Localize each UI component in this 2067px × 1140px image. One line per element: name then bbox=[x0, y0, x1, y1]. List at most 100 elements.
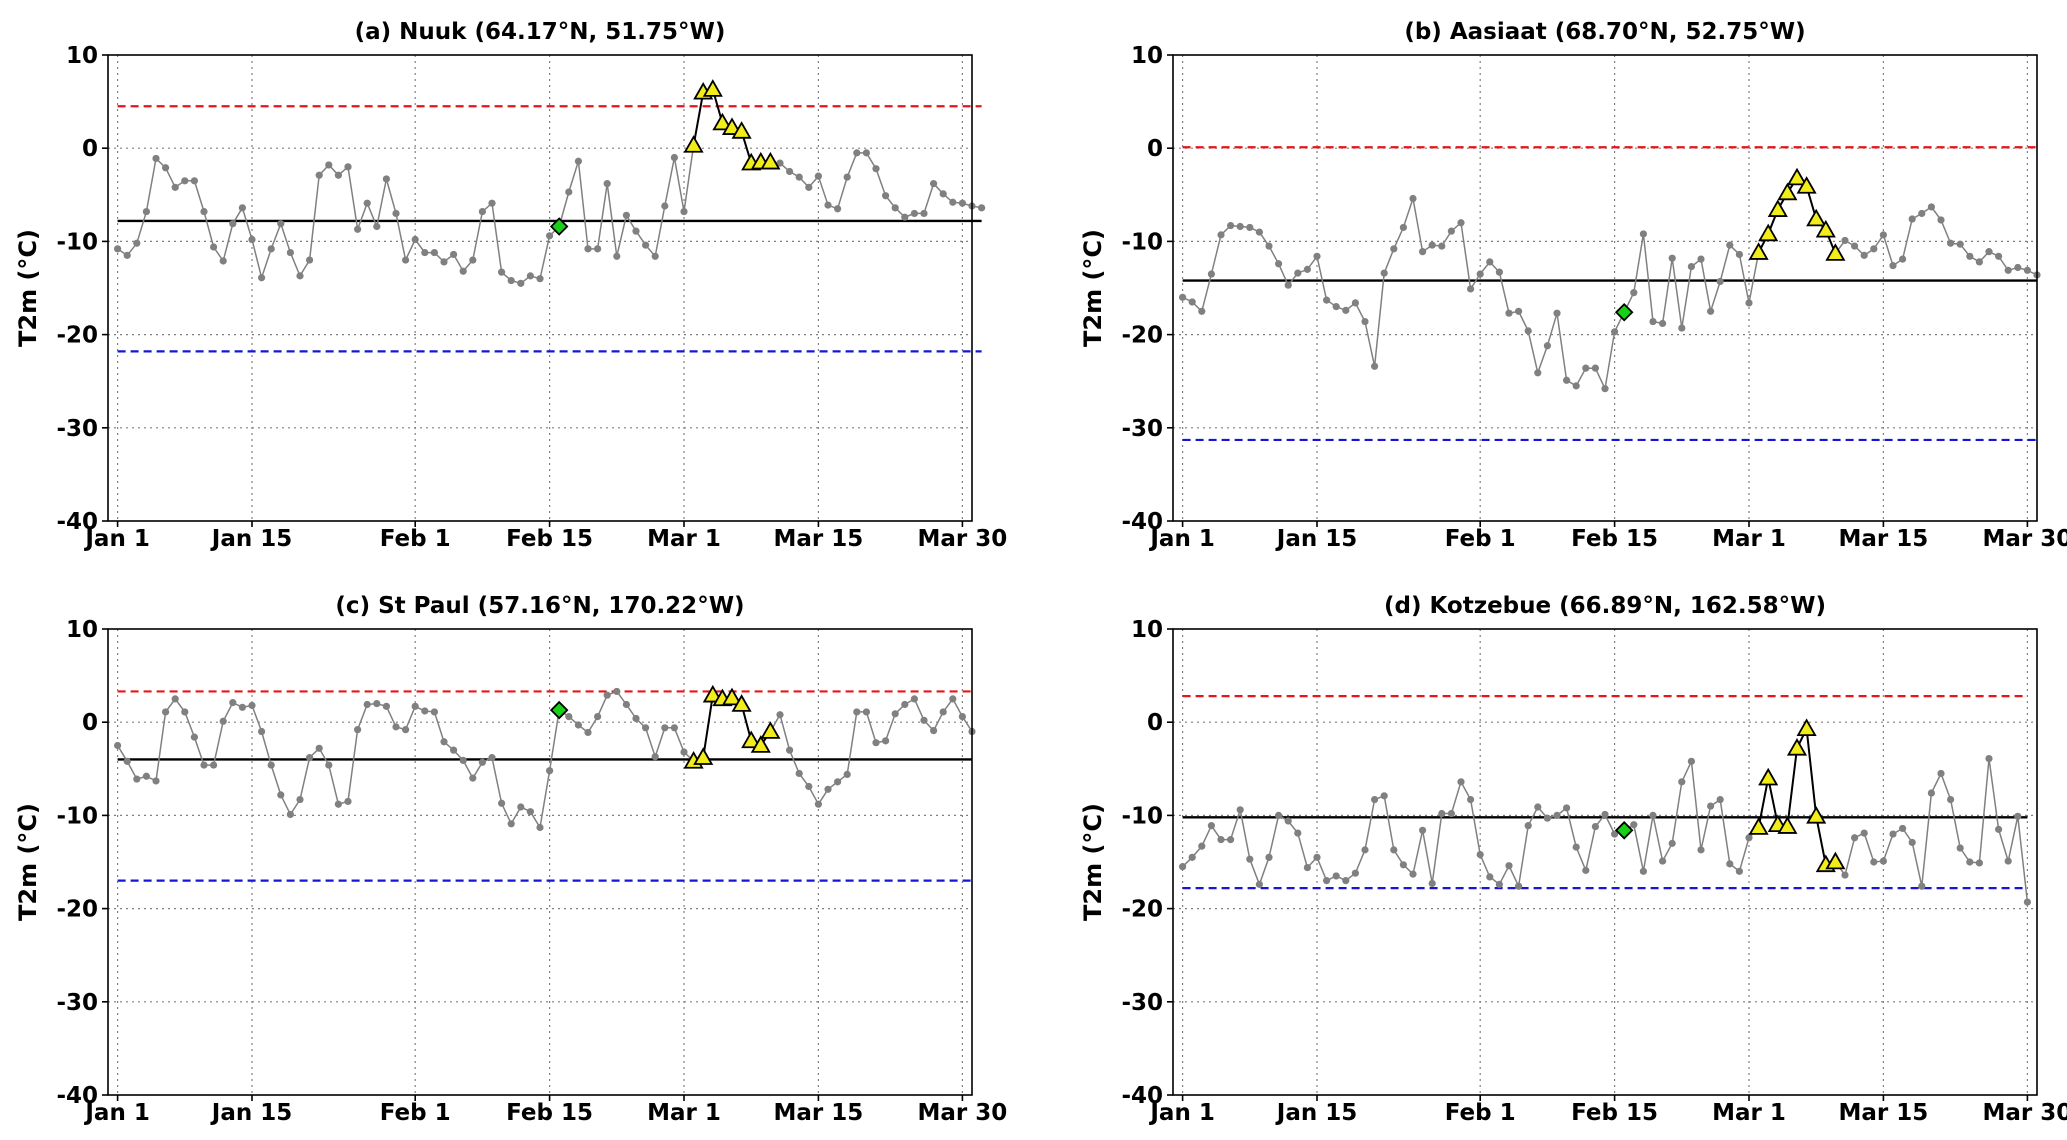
data-point bbox=[421, 707, 429, 715]
data-point bbox=[1399, 223, 1407, 232]
data-point bbox=[1947, 795, 1955, 804]
data-point bbox=[670, 153, 679, 162]
data-point bbox=[574, 157, 583, 165]
data-point bbox=[536, 823, 544, 832]
data-point bbox=[507, 820, 515, 828]
y-tick-label: 10 bbox=[1131, 43, 1163, 69]
data-point bbox=[1611, 328, 1619, 336]
y-tick-label: -10 bbox=[56, 229, 98, 255]
data-point bbox=[546, 232, 554, 240]
y-tick-label: 10 bbox=[1131, 617, 1163, 643]
data-point bbox=[1889, 830, 1897, 838]
data-point bbox=[776, 711, 784, 719]
data-point bbox=[1735, 250, 1743, 259]
data-point bbox=[526, 272, 535, 280]
event-triangle-marker bbox=[702, 684, 723, 703]
data-point bbox=[651, 252, 659, 260]
x-tick-label: Mar 30 bbox=[1983, 526, 2067, 552]
data-point bbox=[181, 708, 189, 716]
data-point bbox=[1543, 814, 1551, 822]
data-point bbox=[1351, 299, 1359, 307]
x-tick-label: Jan 1 bbox=[1148, 526, 1214, 552]
data-point bbox=[507, 276, 515, 285]
data-point bbox=[1236, 222, 1244, 231]
data-point bbox=[200, 761, 208, 769]
data-point bbox=[382, 175, 390, 183]
data-point bbox=[1198, 842, 1206, 850]
data-point bbox=[1572, 843, 1580, 851]
data-point bbox=[325, 761, 333, 769]
data-point bbox=[1563, 804, 1571, 812]
data-point bbox=[872, 165, 880, 173]
data-point bbox=[459, 756, 467, 765]
data-point bbox=[862, 708, 871, 716]
data-point bbox=[939, 708, 947, 716]
data-point bbox=[296, 272, 304, 280]
data-point bbox=[574, 721, 583, 729]
y-tick-label: -40 bbox=[1121, 1083, 1163, 1109]
data-point bbox=[1899, 255, 1907, 263]
y-axis-label: T2m (°C) bbox=[14, 229, 42, 347]
data-point bbox=[930, 726, 938, 735]
x-tick-label: Mar 15 bbox=[1839, 1100, 1929, 1126]
data-point bbox=[190, 733, 198, 741]
data-point bbox=[1380, 792, 1388, 800]
data-point bbox=[1486, 873, 1494, 881]
data-point bbox=[1937, 216, 1945, 224]
data-point bbox=[1956, 240, 1964, 248]
data-point bbox=[1515, 882, 1523, 890]
data-point bbox=[853, 149, 861, 157]
data-point bbox=[1265, 853, 1273, 861]
data-point bbox=[1246, 855, 1254, 863]
event-triangle-marker bbox=[731, 694, 752, 712]
data-point bbox=[2023, 266, 2031, 274]
data-point bbox=[450, 250, 458, 259]
data-point bbox=[238, 703, 246, 711]
data-point bbox=[1323, 296, 1331, 304]
data-point bbox=[123, 251, 131, 259]
data-point bbox=[1303, 265, 1311, 273]
data-point bbox=[1227, 221, 1235, 230]
event-triangle-marker bbox=[1825, 851, 1846, 870]
event-triangle-marker bbox=[721, 687, 743, 706]
data-point bbox=[1975, 258, 1983, 266]
data-point bbox=[1918, 882, 1926, 890]
data-point bbox=[1476, 850, 1484, 859]
data-point bbox=[1399, 861, 1407, 869]
x-tick-label: Feb 1 bbox=[380, 1100, 451, 1126]
data-point bbox=[1995, 252, 2003, 260]
y-tick-label: -30 bbox=[1121, 990, 1163, 1016]
plot-frame bbox=[107, 628, 973, 1096]
data-point bbox=[258, 274, 266, 282]
y-tick-label: -40 bbox=[56, 509, 98, 535]
data-point bbox=[1860, 829, 1868, 837]
data-point bbox=[1716, 795, 1724, 804]
data-point bbox=[1179, 863, 1187, 871]
data-point bbox=[1524, 327, 1532, 335]
data-point bbox=[622, 211, 631, 219]
data-point bbox=[632, 227, 640, 235]
data-point bbox=[565, 188, 573, 196]
event-triangle-marker bbox=[1777, 816, 1798, 834]
data-point bbox=[286, 810, 294, 819]
data-point bbox=[891, 710, 899, 718]
event-triangle-marker bbox=[1758, 767, 1779, 786]
data-point bbox=[882, 192, 890, 200]
data-point bbox=[123, 757, 131, 765]
data-point bbox=[680, 748, 688, 756]
data-point bbox=[334, 800, 342, 808]
chart-title: (d) Kotzebue (66.89°N, 162.58°W) bbox=[1384, 593, 1826, 619]
y-tick-label: -20 bbox=[1121, 897, 1163, 923]
data-point bbox=[776, 159, 784, 167]
data-point bbox=[1361, 317, 1369, 326]
data-point bbox=[546, 767, 554, 775]
data-point bbox=[622, 700, 631, 709]
y-axis-label: T2m (°C) bbox=[1079, 229, 1107, 347]
y-tick-label: -20 bbox=[56, 323, 98, 349]
x-tick-label: Mar 30 bbox=[918, 526, 1008, 552]
y-tick-label: -10 bbox=[1121, 229, 1163, 255]
data-point bbox=[536, 275, 544, 283]
data-point bbox=[440, 258, 448, 266]
data-point bbox=[162, 164, 170, 172]
